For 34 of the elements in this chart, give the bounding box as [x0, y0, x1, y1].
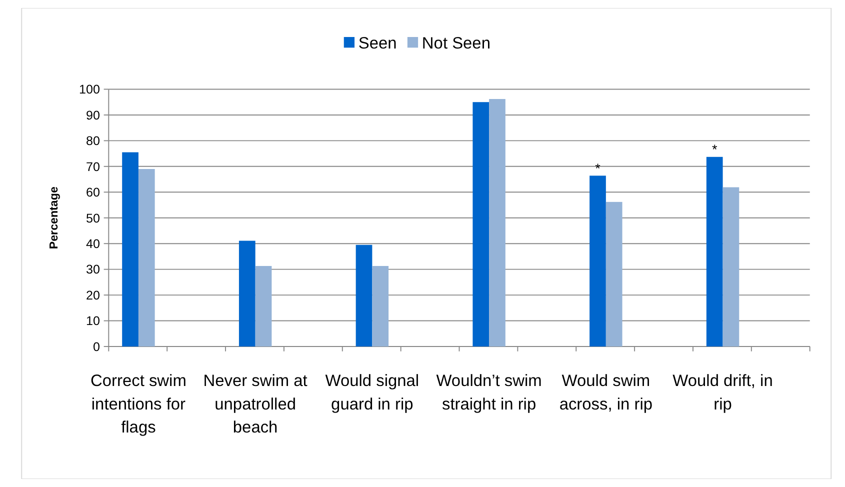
- bar: [122, 152, 138, 346]
- bar: [138, 168, 155, 346]
- x-tick-label: Correct swim intentions for flags: [90, 372, 186, 437]
- y-tick-label: 0: [92, 340, 100, 354]
- y-axis-title: Percentage: [47, 186, 60, 250]
- y-tick-label: 60: [86, 186, 100, 200]
- bar: [606, 202, 622, 346]
- y-tick-label: 90: [86, 108, 100, 122]
- legend-label: Seen: [358, 34, 397, 53]
- y-tick-label: 40: [86, 236, 100, 251]
- y-tick-label: 70: [86, 160, 100, 174]
- x-tick-label: Would drift, in rip: [672, 372, 773, 414]
- bar: [590, 176, 606, 346]
- y-tick-label: 80: [86, 134, 100, 148]
- y-tick-label: 100: [78, 82, 100, 97]
- annotation: *: [712, 142, 718, 157]
- bar: [472, 102, 490, 346]
- bar: [722, 187, 740, 346]
- x-tick-label: Wouldn’t swim straight in rip: [436, 372, 542, 414]
- legend-label: Not Seen: [422, 34, 490, 53]
- bar: [255, 266, 272, 346]
- x-tick-label: Would swim across, in rip: [559, 372, 653, 414]
- x-tick-label: Never swim at unpatrolled beach: [203, 372, 308, 437]
- bar: [356, 244, 372, 346]
- bar: [489, 99, 506, 346]
- y-tick-label: 10: [86, 314, 100, 328]
- bar: [238, 240, 256, 346]
- x-tick-label: Would signal guard in rip: [325, 372, 420, 414]
- y-tick-label: 20: [86, 288, 100, 302]
- bar: [706, 156, 723, 346]
- y-tick-label: 50: [86, 211, 100, 226]
- y-tick-label: 30: [86, 262, 100, 277]
- bar: [372, 266, 389, 346]
- annotation: *: [595, 160, 602, 176]
